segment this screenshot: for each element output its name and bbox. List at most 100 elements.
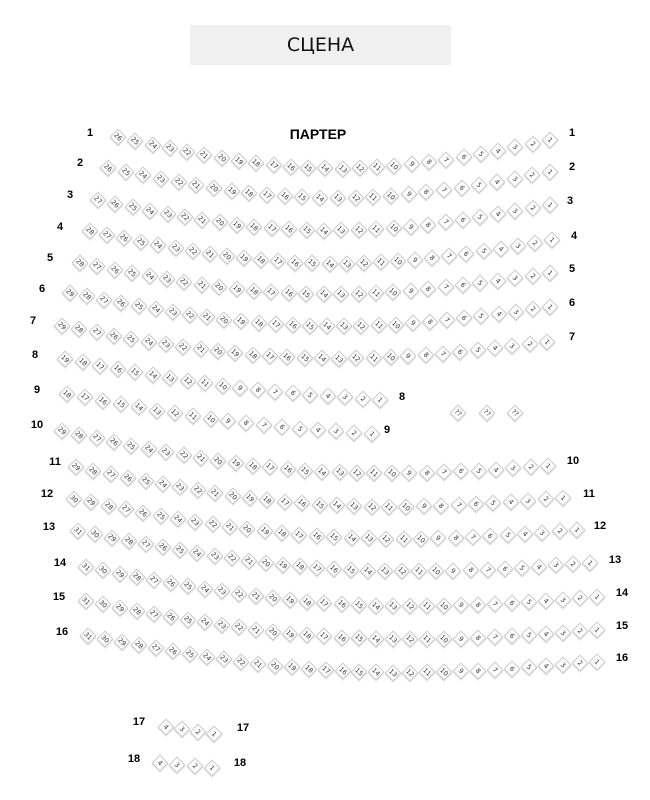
seat[interactable]: 28 (128, 568, 146, 586)
seat[interactable]: 8 (237, 414, 255, 432)
seat[interactable]: 1 (541, 298, 559, 316)
seat[interactable]: 6 (496, 560, 514, 578)
seat[interactable]: 31 (77, 558, 95, 576)
seat[interactable]: 9 (452, 662, 470, 680)
seat[interactable]: 16 (282, 158, 300, 176)
seat[interactable]: 23 (157, 443, 175, 461)
seat[interactable]: 7 (440, 247, 458, 265)
seat[interactable]: 3 (336, 388, 354, 406)
seat[interactable]: 25 (122, 437, 140, 455)
seat[interactable]: 26 (105, 433, 123, 451)
seat[interactable]: 5 (520, 626, 538, 644)
seat[interactable]: 16 (308, 527, 326, 545)
seat[interactable]: 8 (420, 153, 438, 171)
seat[interactable]: 21 (192, 449, 210, 467)
seat[interactable]: 19 (274, 556, 292, 574)
seat[interactable]: 11 (410, 562, 428, 580)
seat[interactable]: 30 (65, 490, 83, 508)
seat[interactable]: 2 (571, 589, 589, 607)
seat[interactable]: 23 (213, 582, 231, 600)
seat[interactable]: 9 (400, 464, 418, 482)
seat[interactable]: 2 (354, 390, 371, 408)
seat[interactable]: 9 (231, 379, 249, 397)
seat[interactable]: 15 (342, 561, 360, 579)
seat[interactable]: 20 (209, 452, 227, 470)
seat[interactable]: 24 (144, 136, 162, 154)
seat[interactable]: 16 (334, 662, 351, 680)
seat[interactable]: 15 (112, 395, 130, 413)
seat[interactable]: 18 (273, 524, 291, 542)
seat[interactable]: 14 (359, 562, 377, 580)
seat[interactable]: 10 (412, 530, 430, 548)
seat[interactable]: 6 (455, 148, 473, 166)
seat[interactable]: 18 (298, 626, 316, 644)
seat[interactable]: 31 (79, 627, 97, 645)
seat[interactable]: 23 (186, 513, 204, 531)
seat[interactable]: 20 (266, 657, 284, 675)
seat[interactable]: 1 (541, 264, 559, 282)
seat[interactable]: 17 (76, 388, 94, 406)
seat[interactable]: 10 (387, 316, 405, 333)
seat[interactable]: 19 (283, 658, 301, 676)
seat[interactable]: 9 (415, 497, 433, 515)
seat[interactable]: ?? (478, 404, 496, 422)
seat[interactable]: 19 (228, 216, 246, 234)
seat[interactable]: 5 (301, 386, 319, 404)
seat[interactable]: 23 (161, 139, 179, 157)
seat[interactable]: 30 (94, 595, 112, 613)
seat[interactable]: 24 (147, 300, 165, 318)
seat[interactable]: 17 (317, 661, 335, 679)
seat[interactable]: 24 (196, 580, 214, 598)
seat[interactable]: 10 (385, 157, 403, 175)
seat[interactable]: 7 (450, 496, 468, 514)
seat[interactable]: 25 (124, 198, 142, 216)
seat[interactable]: 15 (303, 254, 321, 272)
seat[interactable]: 5 (469, 341, 487, 359)
seat[interactable]: 25 (132, 233, 150, 251)
seat[interactable]: 2 (524, 300, 542, 318)
seat[interactable]: 5 (484, 494, 502, 512)
seat[interactable]: 4 (309, 421, 327, 439)
seat[interactable]: 4 (487, 461, 505, 479)
seat[interactable]: 2 (522, 458, 540, 476)
seat[interactable]: 10 (435, 630, 453, 648)
seat[interactable]: 14 (313, 349, 331, 367)
seat[interactable]: 15 (126, 363, 144, 381)
seat[interactable]: 23 (171, 478, 189, 496)
seat[interactable]: 19 (256, 522, 274, 540)
seat[interactable]: 27 (102, 465, 120, 483)
seat[interactable]: 8 (447, 529, 465, 547)
seat[interactable]: 17 (262, 283, 280, 301)
seat[interactable]: 16 (293, 494, 311, 512)
seat[interactable]: 30 (94, 561, 112, 579)
seat[interactable]: 15 (301, 317, 319, 335)
seat[interactable]: 11 (418, 630, 436, 648)
seat[interactable]: 4 (530, 558, 548, 576)
seat[interactable]: 11 (418, 663, 436, 681)
seat[interactable]: 4 (516, 525, 534, 543)
seat[interactable]: 12 (401, 630, 419, 648)
seat[interactable]: 13 (384, 664, 402, 682)
seat[interactable]: 9 (403, 155, 421, 173)
seat[interactable]: 25 (179, 611, 197, 629)
seat[interactable]: 13 (332, 285, 350, 303)
seat[interactable]: 10 (435, 663, 453, 681)
seat[interactable]: 18 (258, 491, 276, 509)
seat[interactable]: 10 (214, 377, 231, 394)
seat[interactable]: 28 (70, 426, 88, 444)
seat[interactable]: 21 (193, 276, 211, 293)
seat[interactable]: 14 (328, 496, 346, 514)
seat[interactable]: 6 (273, 418, 291, 436)
seat[interactable]: 3 (554, 624, 572, 642)
seat[interactable]: 24 (196, 613, 214, 631)
seat[interactable]: 4 (490, 305, 508, 323)
seat[interactable]: 30 (96, 630, 114, 648)
seat[interactable]: 26 (105, 327, 123, 345)
seat[interactable]: 6 (503, 660, 521, 678)
seat[interactable]: 27 (88, 429, 106, 447)
seat[interactable]: 15 (296, 349, 313, 367)
seat[interactable]: 19 (230, 152, 248, 170)
seat[interactable]: 1 (554, 489, 572, 507)
seat[interactable]: 27 (89, 191, 107, 209)
seat[interactable]: 17 (261, 458, 279, 476)
